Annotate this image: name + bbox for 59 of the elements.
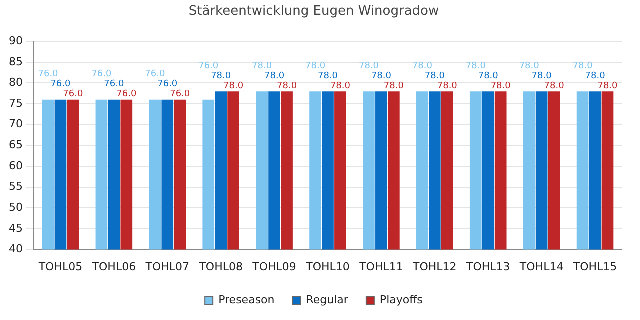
x-tick-label: TOHL08 [198, 260, 243, 274]
data-label: 78.0 [306, 61, 326, 72]
data-label: 76.0 [104, 80, 124, 90]
x-tick-label: TOHL15 [572, 260, 618, 274]
data-label: 78.0 [572, 61, 594, 72]
x-tick-label: TOHL07 [144, 260, 190, 274]
x-tick-label: TOHL11 [358, 260, 404, 274]
x-tick-label: TOHL12 [412, 260, 457, 274]
data-label: 76.0 [38, 70, 59, 80]
data-label: 78.0 [358, 61, 380, 72]
y-tick-label: 75 [8, 96, 23, 110]
data-label: 78.0 [330, 81, 351, 92]
x-tick-label: TOHL13 [465, 260, 510, 274]
data-label: 76.0 [158, 80, 178, 90]
y-tick-label: 60 [8, 159, 23, 172]
data-label: 76.0 [50, 80, 72, 90]
data-label: 78.0 [412, 61, 433, 72]
data-label: 78.0 [424, 71, 446, 82]
data-label: 76.0 [170, 90, 190, 100]
chart-title: Stärkeentwicklung Eugen Winogradow [188, 4, 440, 20]
legend-label: Regular [306, 293, 349, 306]
data-label: 76.0 [145, 70, 166, 80]
data-label: 78.0 [490, 81, 512, 92]
data-label: 78.0 [318, 71, 338, 82]
x-tick-label: TOHL06 [91, 260, 136, 274]
data-label: 78.0 [252, 61, 272, 72]
y-tick-label: 50 [8, 201, 23, 214]
data-label: 76.0 [198, 61, 219, 72]
data-label: 78.0 [532, 71, 552, 82]
y-tick-label: 85 [8, 55, 23, 68]
data-label: 76.0 [92, 70, 112, 80]
y-tick-label: 70 [8, 118, 23, 131]
x-tick-label: TOHL10 [305, 260, 350, 274]
data-label: 78.0 [478, 71, 499, 82]
data-label: 78.0 [544, 81, 565, 92]
data-label: 78.0 [466, 61, 486, 72]
y-tick-label: 40 [8, 242, 23, 256]
data-label: 78.0 [598, 81, 618, 92]
x-tick-label: TOHL05 [38, 260, 83, 274]
data-label: 78.0 [276, 81, 298, 92]
y-tick-label: 65 [8, 138, 23, 152]
y-tick-label: 45 [8, 222, 23, 235]
data-label: 78.0 [224, 81, 244, 92]
data-label: 78.0 [519, 61, 540, 72]
data-label: 76.0 [63, 90, 84, 100]
data-label: 78.0 [264, 71, 285, 82]
x-tick-label: TOHL14 [518, 260, 564, 274]
data-label: 78.0 [585, 71, 606, 82]
data-label: 78.0 [384, 81, 404, 92]
y-tick-label: 55 [8, 180, 23, 194]
data-label: 76.0 [116, 90, 137, 100]
data-label: 78.0 [371, 71, 392, 82]
legend-label: Preseason [218, 293, 275, 306]
legend-label: Playoffs [380, 293, 424, 306]
y-tick-label: 90 [8, 34, 23, 48]
y-tick-label: 80 [8, 76, 23, 90]
data-label: 78.0 [211, 71, 232, 82]
data-label: 78.0 [437, 81, 458, 92]
x-tick-label: TOHL09 [252, 260, 296, 274]
